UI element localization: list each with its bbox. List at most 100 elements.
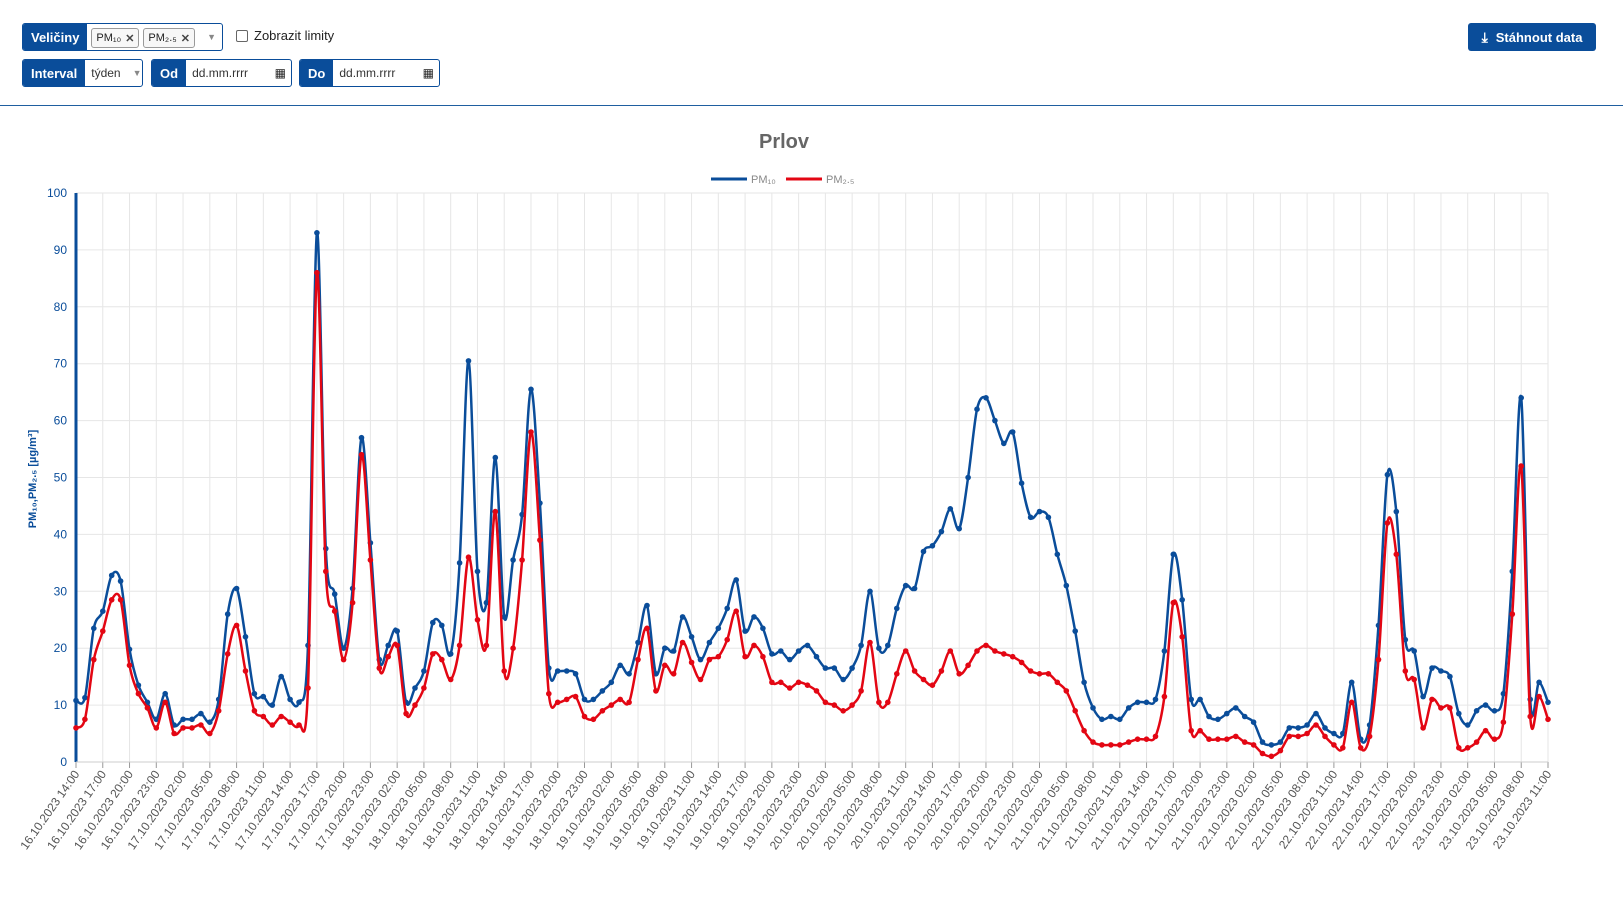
data-point[interactable] [198, 710, 204, 717]
data-point[interactable] [1108, 742, 1114, 748]
data-point[interactable] [599, 688, 606, 694]
data-point[interactable] [581, 713, 588, 720]
data-point[interactable] [920, 676, 927, 683]
data-point[interactable] [385, 642, 392, 649]
data-point[interactable] [813, 688, 820, 694]
data-point[interactable] [1259, 750, 1266, 757]
data-point[interactable] [1054, 679, 1061, 686]
data-point[interactable] [804, 682, 811, 688]
data-point[interactable] [1464, 722, 1471, 728]
data-point[interactable] [858, 688, 864, 694]
data-point[interactable] [956, 525, 962, 532]
data-point[interactable] [171, 730, 177, 737]
data-point[interactable] [1384, 471, 1391, 478]
data-point[interactable] [207, 719, 213, 725]
data-point[interactable] [331, 591, 338, 597]
data-point[interactable] [1081, 679, 1087, 686]
data-point[interactable] [653, 671, 659, 677]
data-point[interactable] [662, 662, 668, 669]
data-point[interactable] [198, 722, 204, 728]
data-point[interactable] [724, 605, 730, 612]
data-point[interactable] [760, 625, 766, 632]
data-point[interactable] [1357, 745, 1364, 751]
data-point[interactable] [385, 653, 392, 660]
data-point[interactable] [100, 628, 106, 634]
data-point[interactable] [296, 722, 302, 728]
data-point[interactable] [885, 699, 891, 706]
data-point[interactable] [795, 679, 802, 686]
data-point[interactable] [135, 690, 142, 697]
data-point[interactable] [1215, 736, 1221, 742]
data-point[interactable] [412, 685, 418, 691]
data-point[interactable] [474, 568, 481, 575]
data-point[interactable] [572, 693, 579, 700]
data-point[interactable] [465, 554, 472, 560]
data-point[interactable] [733, 577, 739, 583]
data-point[interactable] [894, 605, 900, 612]
data-point[interactable] [1375, 656, 1382, 663]
data-point[interactable] [1018, 659, 1025, 666]
data-point[interactable] [733, 608, 739, 614]
data-point[interactable] [305, 685, 311, 691]
data-point[interactable] [1143, 736, 1150, 742]
data-point[interactable] [1152, 733, 1159, 740]
data-point[interactable] [501, 614, 508, 620]
data-point[interactable] [1152, 696, 1159, 703]
data-point[interactable] [421, 685, 427, 691]
data-point[interactable] [260, 693, 267, 700]
data-point[interactable] [242, 634, 249, 640]
data-point[interactable] [358, 434, 365, 441]
data-point[interactable] [974, 648, 980, 654]
data-point[interactable] [992, 417, 998, 424]
data-point[interactable] [1143, 699, 1150, 706]
data-point[interactable] [1527, 713, 1533, 720]
data-point[interactable] [849, 665, 855, 671]
data-point[interactable] [492, 454, 499, 461]
data-point[interactable] [153, 725, 160, 731]
data-point[interactable] [1491, 708, 1498, 714]
data-point[interactable] [965, 474, 971, 481]
data-point[interactable] [876, 645, 882, 651]
data-point[interactable] [778, 648, 784, 654]
data-point[interactable] [394, 642, 401, 649]
data-point[interactable] [519, 511, 525, 518]
data-point[interactable] [1509, 611, 1516, 617]
data-point[interactable] [742, 653, 748, 660]
data-point[interactable] [189, 725, 195, 731]
data-point[interactable] [902, 648, 909, 654]
data-point[interactable] [1366, 733, 1373, 740]
data-point[interactable] [840, 676, 846, 683]
data-point[interactable] [447, 651, 454, 657]
chevron-down-icon[interactable]: ▼ [132, 68, 142, 78]
data-point[interactable] [679, 614, 686, 620]
data-point[interactable] [670, 648, 677, 654]
data-point[interactable] [1099, 716, 1105, 723]
chevron-down-icon[interactable]: ▼ [207, 32, 216, 42]
legend-label[interactable]: PM₂.₅ [826, 174, 854, 186]
data-point[interactable] [1438, 668, 1444, 674]
data-point[interactable] [1099, 742, 1105, 748]
data-point[interactable] [331, 608, 338, 614]
data-point[interactable] [1125, 739, 1132, 745]
data-point[interactable] [126, 662, 133, 669]
data-point[interactable] [1313, 710, 1319, 717]
data-point[interactable] [1384, 520, 1391, 526]
data-point[interactable] [1286, 733, 1293, 740]
data-point[interactable] [1331, 742, 1337, 748]
data-point[interactable] [831, 702, 838, 708]
data-point[interactable] [296, 699, 302, 706]
data-point[interactable] [554, 699, 561, 706]
data-point[interactable] [1482, 727, 1489, 734]
data-point[interactable] [269, 722, 276, 728]
data-point[interactable] [1108, 713, 1114, 720]
data-point[interactable] [91, 625, 97, 632]
data-point[interactable] [260, 713, 267, 720]
data-point[interactable] [670, 671, 677, 677]
data-point[interactable] [1233, 705, 1239, 711]
data-point[interactable] [519, 557, 525, 563]
data-point[interactable] [349, 599, 356, 606]
data-point[interactable] [1063, 688, 1070, 694]
data-point[interactable] [82, 694, 88, 701]
data-point[interactable] [644, 625, 650, 632]
data-point[interactable] [1170, 551, 1177, 558]
